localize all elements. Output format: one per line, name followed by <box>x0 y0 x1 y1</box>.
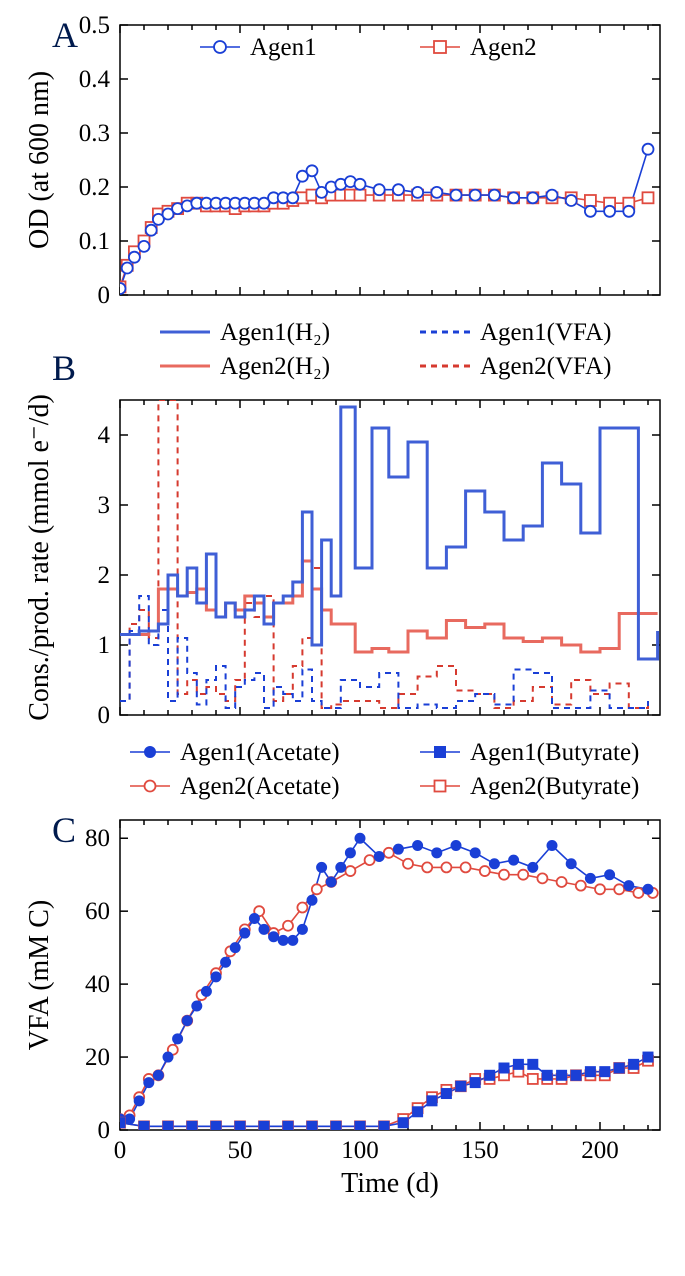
svg-text:20: 20 <box>85 1044 110 1071</box>
panel-b-legend: Agen1(H₂) Agen1(VFA) Agen2(H₂) Agen2(VFA) <box>160 319 611 380</box>
svg-text:0.3: 0.3 <box>79 120 110 147</box>
svg-text:Agen1(VFA): Agen1(VFA) <box>480 319 611 346</box>
svg-text:80: 80 <box>85 825 110 852</box>
svg-text:3: 3 <box>98 492 111 519</box>
panel-c: 0 50 100 150 200 0 20 40 60 80 Time (d) VFA (mM C) C… <box>20 730 685 1210</box>
panel-c-label: C <box>52 810 76 850</box>
svg-text:40: 40 <box>85 971 110 998</box>
svg-text:VFA (mM C): VFA (mM C) <box>24 900 55 1050</box>
svg-text:0.5: 0.5 <box>79 12 110 39</box>
svg-text:Agen2(H₂): Agen2(H₂) <box>220 353 330 380</box>
svg-text:0: 0 <box>98 702 111 729</box>
svg-text:Agen2: Agen2 <box>470 34 537 61</box>
svg-text:100: 100 <box>341 1137 379 1164</box>
svg-text:Agen1: Agen1 <box>250 34 317 61</box>
svg-text:200: 200 <box>581 1137 619 1164</box>
svg-text:0.4: 0.4 <box>79 66 111 93</box>
svg-text:Agen2(Acetate): Agen2(Acetate) <box>180 773 340 800</box>
panel-b: 0 1 2 3 4 Cons./prod. rate (mmol e⁻/d) B Agen1(… <box>20 310 685 730</box>
svg-text:4: 4 <box>98 422 111 449</box>
svg-text:OD (at 600 nm): OD (at 600 nm) <box>24 71 55 249</box>
panel-c-legend: Agen1(Acetate) Agen1(Butyrate) Agen2(Aceta… <box>130 739 639 800</box>
svg-text:2: 2 <box>98 562 111 589</box>
svg-text:0.2: 0.2 <box>79 174 110 201</box>
svg-text:150: 150 <box>461 1137 499 1164</box>
panel-a: 00.10.20.30.40.5OD (at 600 nm)AAgen1Agen… <box>20 10 685 310</box>
panel-b-label: B <box>52 348 76 388</box>
svg-text:Agen1(Acetate): Agen1(Acetate) <box>180 739 340 766</box>
panel-a-label: A <box>52 15 78 55</box>
svg-text:60: 60 <box>85 898 110 925</box>
svg-text:0: 0 <box>114 1137 127 1164</box>
svg-text:50: 50 <box>228 1137 253 1164</box>
svg-text:Agen1(Butyrate): Agen1(Butyrate) <box>470 739 639 766</box>
svg-text:Cons./prod. rate (mmol e⁻/d): Cons./prod. rate (mmol e⁻/d) <box>24 394 55 721</box>
svg-text:0: 0 <box>98 282 111 309</box>
svg-text:0: 0 <box>98 1117 111 1144</box>
figure-container: { "layout": { "width": 665, "panelA_heig… <box>20 10 685 1210</box>
svg-text:0.1: 0.1 <box>79 228 110 255</box>
svg-text:Time (d): Time (d) <box>341 1168 439 1199</box>
svg-text:Agen1(H₂): Agen1(H₂) <box>220 319 330 346</box>
svg-text:1: 1 <box>98 632 111 659</box>
svg-text:Agen2(VFA): Agen2(VFA) <box>480 353 611 380</box>
svg-text:Agen2(Butyrate): Agen2(Butyrate) <box>470 773 639 800</box>
panel-a-legend: Agen1 Agen2 <box>200 34 537 61</box>
